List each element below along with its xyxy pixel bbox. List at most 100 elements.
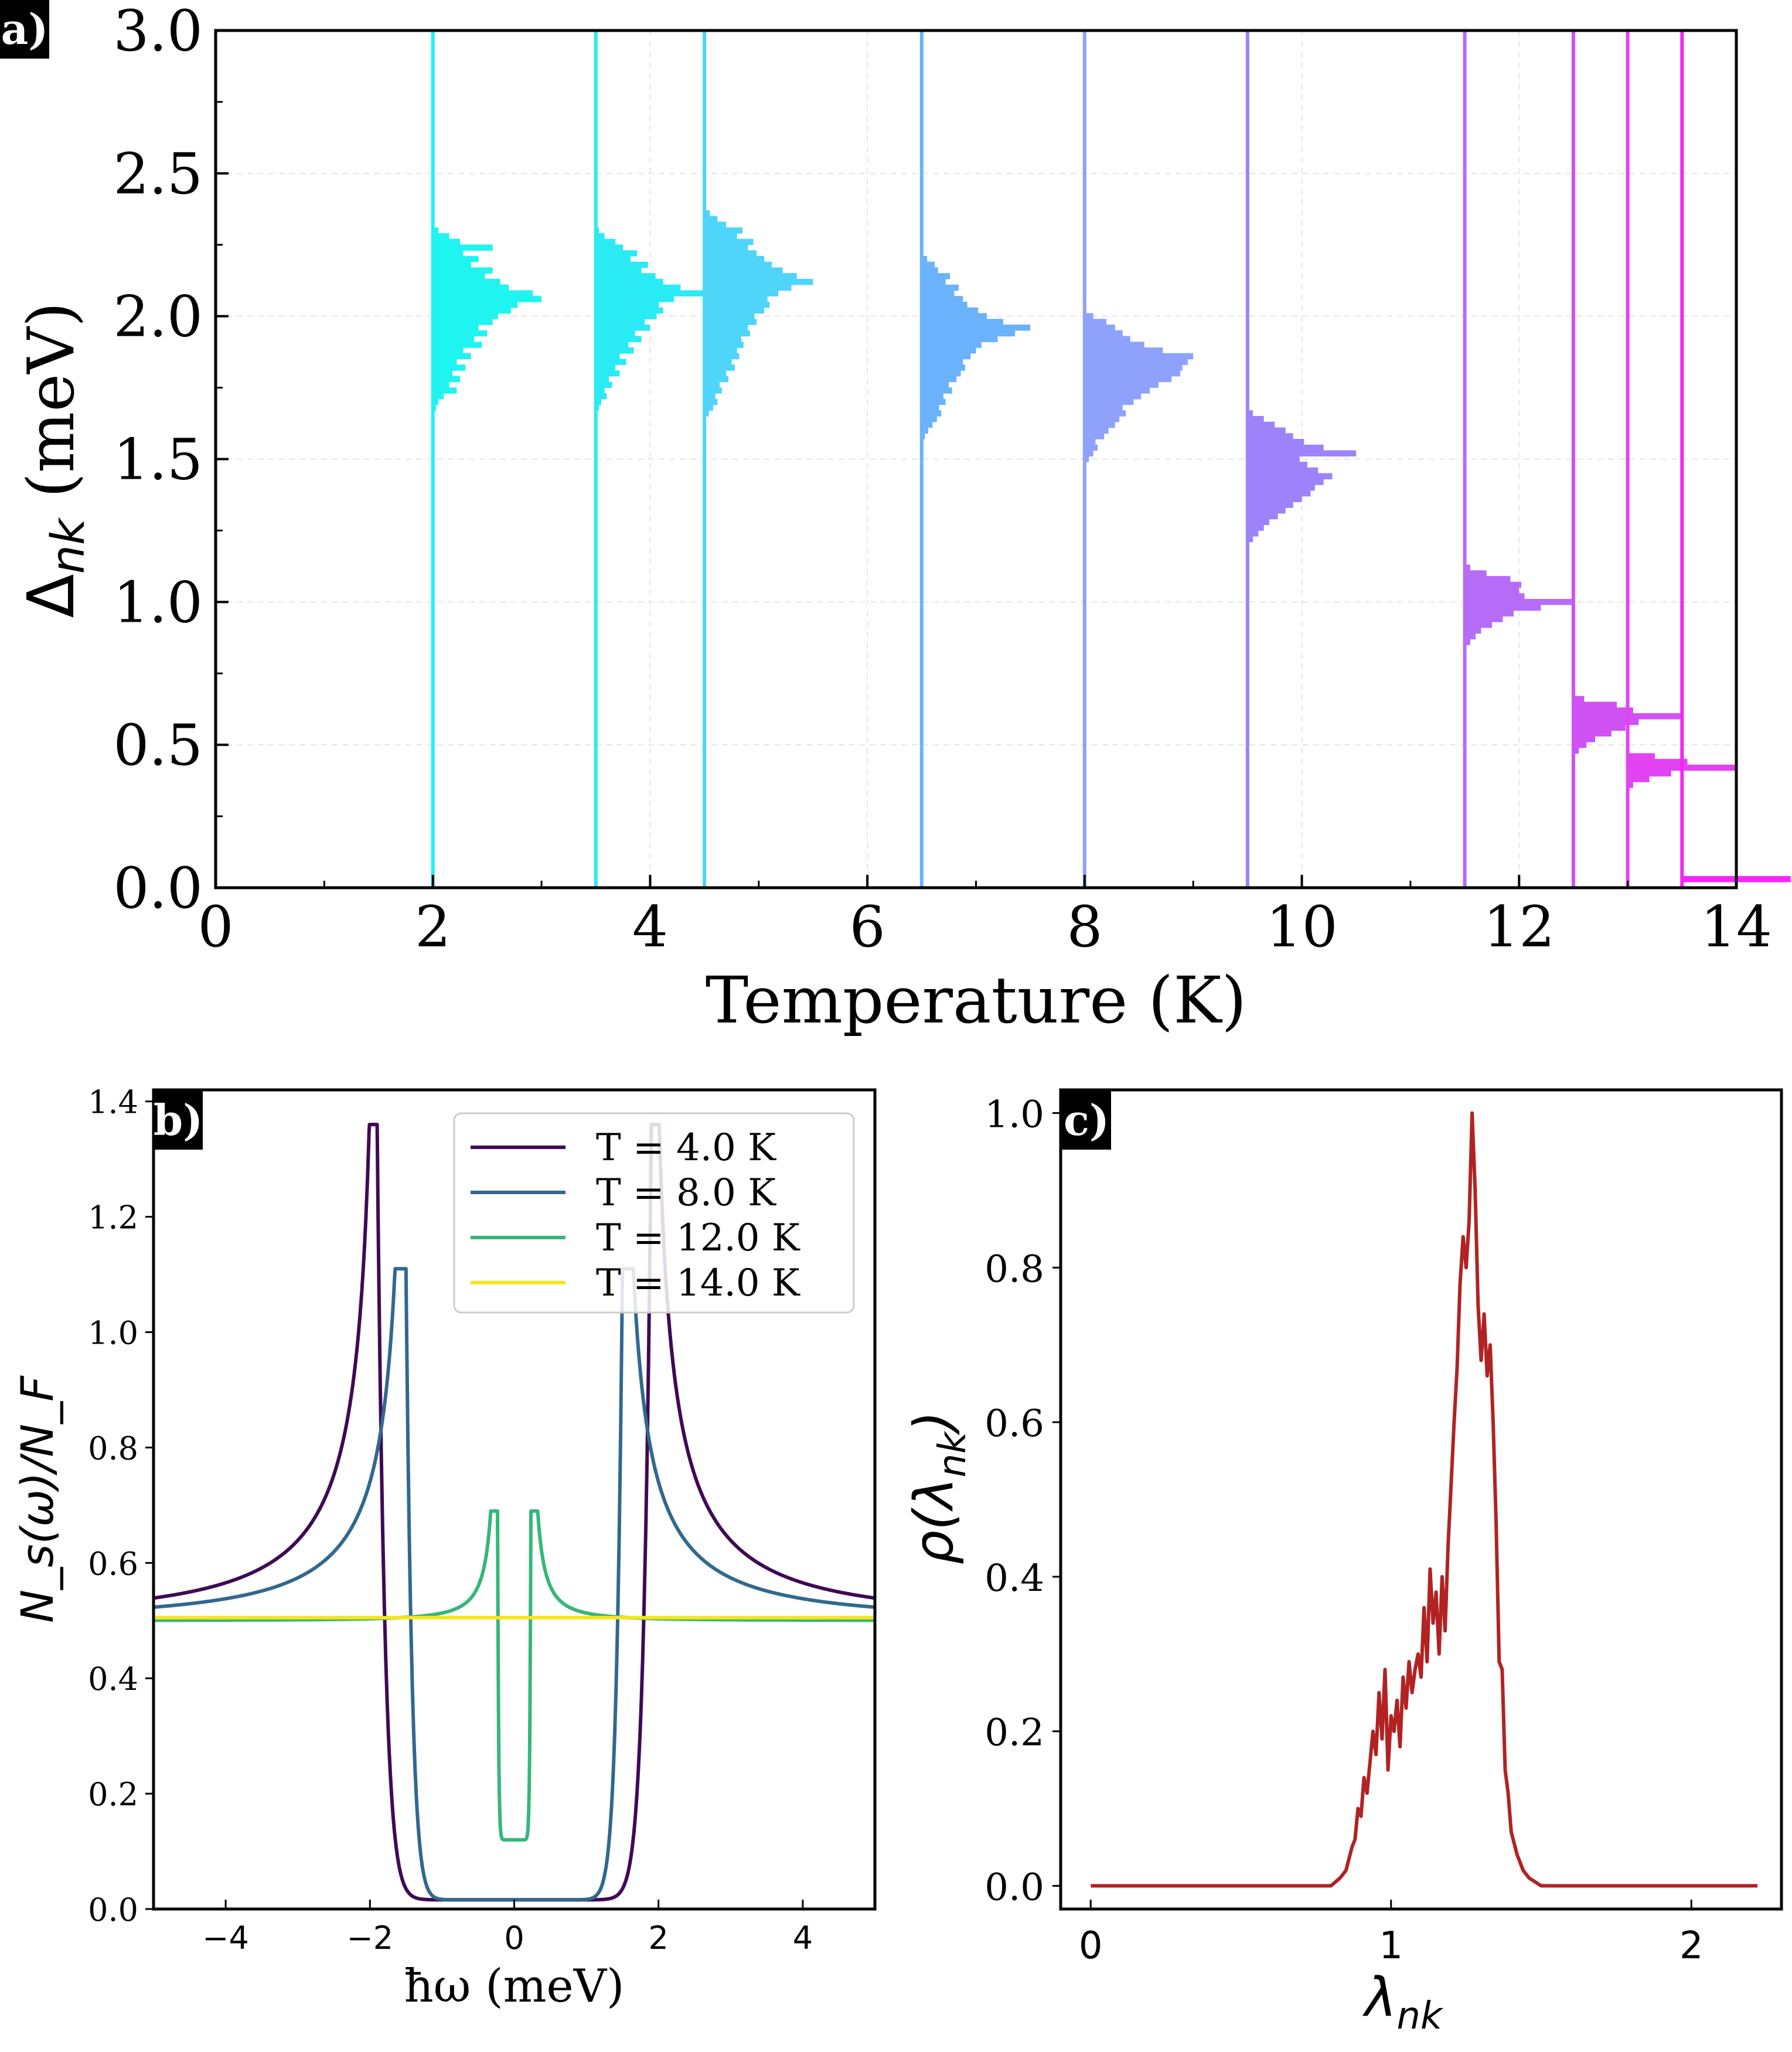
histogram-bar xyxy=(595,250,638,257)
histogram-bar xyxy=(1247,438,1304,445)
histogram-bar xyxy=(1464,627,1481,634)
histogram-bar xyxy=(432,301,518,308)
histogram-bar xyxy=(704,324,748,331)
y-axis-label-close: ) xyxy=(902,1411,965,1436)
axes-frame xyxy=(1059,1088,1783,1911)
histogram-bar xyxy=(704,393,716,400)
histogram-bar xyxy=(595,261,648,268)
histogram-bar xyxy=(921,415,937,422)
panel-badge: c) xyxy=(1062,1091,1111,1150)
x-tick-label: 12 xyxy=(1483,894,1555,960)
legend-label: T = 14.0 K xyxy=(596,1262,800,1305)
histogram-bar xyxy=(1084,376,1172,383)
histogram-bar xyxy=(1573,707,1633,714)
x-tick-label: 2 xyxy=(415,894,451,960)
histogram-bar xyxy=(595,336,642,342)
y-axis-label-subscript: nk xyxy=(42,517,95,574)
histogram-bar xyxy=(595,387,605,394)
legend-label: T = 12.0 K xyxy=(596,1216,800,1260)
histogram-bar xyxy=(704,347,737,354)
histogram-bar xyxy=(1247,456,1300,462)
histogram-bar xyxy=(1247,524,1264,531)
y-tick-label: 0.8 xyxy=(88,1430,138,1467)
histogram-bar xyxy=(595,244,624,251)
histogram-bar xyxy=(1247,479,1324,485)
histogram-bar xyxy=(595,342,629,348)
y-axis-label-symbol: Δ xyxy=(13,574,88,618)
histogram-bar xyxy=(1247,427,1286,434)
histogram-bar xyxy=(1573,730,1612,737)
histogram-bar xyxy=(704,301,770,308)
x-tick-label: 6 xyxy=(850,894,885,960)
histogram-bar xyxy=(921,410,942,417)
histogram-bar xyxy=(1464,633,1476,640)
histogram-bar xyxy=(1084,313,1093,319)
y-tick-label: 0.6 xyxy=(984,1402,1044,1446)
histogram-bar xyxy=(1247,467,1319,474)
histogram-bar xyxy=(1247,410,1253,417)
histogram-series xyxy=(919,30,1031,888)
histogram-bar xyxy=(432,359,457,365)
histogram-bar xyxy=(1084,444,1098,451)
panel-badge: b) xyxy=(154,1091,203,1150)
histogram-bar xyxy=(921,255,928,263)
histogram-bar xyxy=(1084,433,1105,439)
x-tick-label: 4 xyxy=(793,1920,813,1956)
histogram-bar xyxy=(1084,381,1159,388)
x-axis-label-symbol: λ xyxy=(1362,1966,1396,2029)
histogram-bar xyxy=(1247,433,1293,439)
y-tick-label: 0.0 xyxy=(88,1891,138,1928)
histogram-bar xyxy=(921,387,952,394)
histogram-bar xyxy=(1084,404,1123,411)
y-tick-label: 1.2 xyxy=(88,1199,138,1236)
y-tick-label: 0.4 xyxy=(984,1557,1044,1600)
histogram-bar xyxy=(704,307,765,314)
histogram-bar xyxy=(1464,604,1541,611)
x-tick-label: 2 xyxy=(1679,1924,1704,1968)
y-axis-label: N_s(ω)/N_F xyxy=(11,1375,63,1623)
y-tick-label: 0.2 xyxy=(88,1776,138,1813)
histogram-bar xyxy=(1573,741,1587,748)
histogram-bar xyxy=(595,398,602,405)
histogram-bar xyxy=(1464,639,1470,645)
histogram-bar xyxy=(432,250,464,257)
histogram-bar xyxy=(595,255,631,263)
histogram-bar xyxy=(432,267,493,274)
histogram-bar xyxy=(595,301,659,308)
histogram-bar xyxy=(595,370,620,377)
histogram-bar xyxy=(595,267,642,274)
histogram-bar xyxy=(704,364,735,371)
y-axis-label-symbol: ρ(λ xyxy=(902,1477,965,1564)
legend: T = 4.0 KT = 8.0 KT = 12.0 KT = 14.0 K xyxy=(453,1112,855,1314)
histogram-bar xyxy=(704,387,722,394)
histogram-bar xyxy=(595,393,607,400)
histogram-bar xyxy=(595,296,674,302)
x-tick-label: 0 xyxy=(197,894,233,960)
histogram-bar xyxy=(595,313,657,319)
y-axis-label-subscript: nk xyxy=(931,1430,975,1478)
histogram-bar xyxy=(595,273,656,279)
histogram-bar xyxy=(432,284,509,291)
histogram-bar xyxy=(1084,347,1163,354)
histogram-bar xyxy=(704,381,720,388)
histogram-bar xyxy=(1084,336,1130,342)
legend-label: T = 4.0 K xyxy=(596,1126,776,1170)
dos-line xyxy=(154,1267,875,1902)
x-tick-label: 8 xyxy=(1067,894,1102,960)
histogram-bar xyxy=(921,370,961,377)
histogram-bar xyxy=(1247,450,1357,456)
histogram-bar xyxy=(432,313,498,319)
histogram-bar xyxy=(1573,724,1626,731)
histogram-bar xyxy=(432,261,471,268)
x-tick-label: 0 xyxy=(504,1920,524,1956)
histogram-bar xyxy=(432,290,533,296)
histogram-bar xyxy=(432,296,542,302)
histogram-bar xyxy=(921,427,928,434)
histogram-bar xyxy=(1247,496,1302,503)
histogram-bar xyxy=(432,342,482,348)
histogram-bar xyxy=(1084,319,1106,325)
histogram-bar xyxy=(704,267,783,274)
y-tick-label: 2.5 xyxy=(113,141,203,207)
histogram-bar xyxy=(1084,427,1109,434)
histogram-bar xyxy=(432,387,457,394)
